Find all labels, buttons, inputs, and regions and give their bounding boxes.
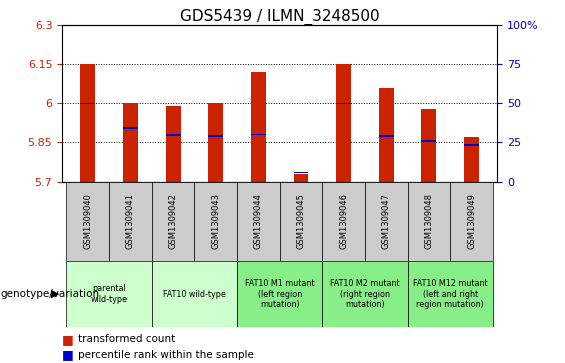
- Bar: [166, 134, 180, 136]
- Text: GSM1309043: GSM1309043: [211, 193, 220, 249]
- Bar: [294, 174, 308, 182]
- Text: FAT10 M2 mutant
(right region
mutation): FAT10 M2 mutant (right region mutation): [330, 279, 400, 309]
- Bar: [123, 127, 138, 129]
- Text: GSM1309042: GSM1309042: [168, 193, 177, 249]
- Text: FAT10 M12 mutant
(left and right
region mutation): FAT10 M12 mutant (left and right region …: [413, 279, 488, 309]
- Bar: [336, 64, 351, 182]
- Text: GSM1309047: GSM1309047: [382, 193, 391, 249]
- Text: GSM1309046: GSM1309046: [339, 193, 348, 249]
- Text: GSM1309044: GSM1309044: [254, 193, 263, 249]
- Bar: [166, 106, 180, 182]
- Text: ■: ■: [62, 348, 74, 362]
- Bar: [464, 144, 479, 146]
- Bar: [407, 261, 493, 327]
- Bar: [152, 182, 194, 261]
- Text: ■: ■: [62, 333, 74, 346]
- Bar: [80, 103, 95, 104]
- Text: ▶: ▶: [51, 289, 59, 299]
- Text: FAT10 wild-type: FAT10 wild-type: [163, 290, 226, 298]
- Bar: [407, 182, 450, 261]
- Bar: [251, 72, 266, 182]
- Bar: [322, 182, 365, 261]
- Text: GSM1309049: GSM1309049: [467, 193, 476, 249]
- Bar: [421, 109, 436, 182]
- Bar: [194, 182, 237, 261]
- Bar: [251, 134, 266, 135]
- Bar: [80, 64, 95, 182]
- Bar: [67, 261, 152, 327]
- Bar: [280, 182, 322, 261]
- Bar: [152, 261, 237, 327]
- Bar: [379, 88, 394, 182]
- Bar: [208, 103, 223, 182]
- Text: GSM1309045: GSM1309045: [297, 193, 306, 249]
- Bar: [464, 137, 479, 182]
- Bar: [208, 135, 223, 137]
- Text: GSM1309040: GSM1309040: [83, 193, 92, 249]
- Text: genotype/variation: genotype/variation: [1, 289, 99, 299]
- Text: parental
wild-type: parental wild-type: [90, 284, 128, 304]
- Bar: [322, 261, 407, 327]
- Bar: [365, 182, 407, 261]
- Bar: [450, 182, 493, 261]
- Bar: [237, 261, 322, 327]
- Bar: [379, 135, 394, 137]
- Text: transformed count: transformed count: [78, 334, 175, 344]
- Bar: [294, 172, 308, 173]
- Title: GDS5439 / ILMN_3248500: GDS5439 / ILMN_3248500: [180, 9, 380, 25]
- Bar: [67, 182, 109, 261]
- Text: FAT10 M1 mutant
(left region
mutation): FAT10 M1 mutant (left region mutation): [245, 279, 315, 309]
- Text: percentile rank within the sample: percentile rank within the sample: [78, 350, 254, 360]
- Bar: [237, 182, 280, 261]
- Bar: [109, 182, 152, 261]
- Text: GSM1309041: GSM1309041: [126, 193, 135, 249]
- Bar: [336, 103, 351, 104]
- Text: GSM1309048: GSM1309048: [424, 193, 433, 249]
- Bar: [421, 140, 436, 142]
- Bar: [123, 103, 138, 182]
